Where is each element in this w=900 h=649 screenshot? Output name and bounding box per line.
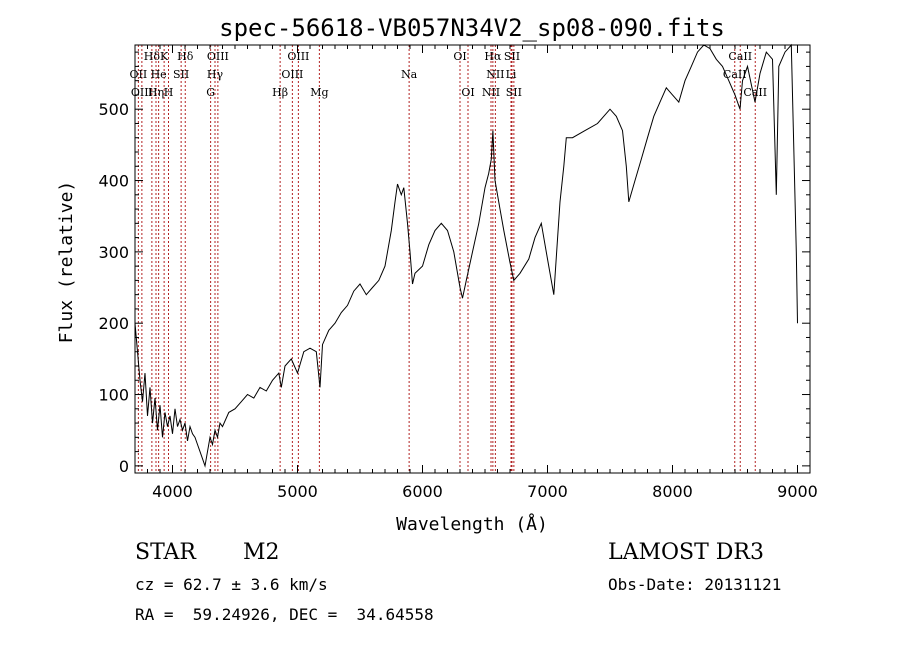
object-class: STAR [135,540,196,565]
line-marker-label: CaII [728,50,752,63]
line-markers [137,45,756,473]
line-marker-label: OI [453,50,466,63]
obs-date: Obs-Date: 20131121 [608,575,782,594]
line-marker-label: Na [401,68,418,81]
line-marker-label: OIII [287,50,309,63]
line-marker-label: OIII [207,50,229,63]
line-marker-label: Li [506,68,517,81]
line-marker-label: Mg [310,86,328,99]
line-marker-label: SII [173,68,189,81]
x-axis-ticks: 4000 5000 6000 7000 8000 9000 [134,45,818,501]
y-tick-label: 200 [98,314,129,333]
line-marker-label: Hδ [144,50,161,63]
x-tick-label: 5000 [277,482,318,501]
line-marker-label: OII [130,68,148,81]
y-tick-label: 0 [119,457,129,476]
line-marker-label: Hγ [207,68,224,81]
line-marker-label: G [206,86,215,99]
line-marker-label: K [160,50,169,63]
line-marker-label: Hβ [272,86,288,99]
cz-value: cz = 62.7 ± 3.6 km/s [135,575,328,594]
survey-name: LAMOST DR3 [608,540,764,565]
line-marker-label: Hδ [177,50,194,63]
line-marker-label: CaII [743,86,767,99]
line-marker-label: NII [486,68,504,81]
line-marker-label: SII [504,50,520,63]
x-tick-label: 9000 [777,482,818,501]
line-marker-label: OIII [281,68,303,81]
x-tick-label: 6000 [402,482,443,501]
line-marker-label: SII [506,86,522,99]
spectrum-line [134,43,798,468]
line-marker-label: OIII [131,86,153,99]
x-axis-label: Wavelength (Å) [396,513,548,535]
x-tick-label: 4000 [152,482,193,501]
chart-title: spec-56618-VB057N34V2_sp08-090.fits [219,14,725,42]
line-marker-label: NII [482,86,500,99]
y-axis-ticks: 0 100 200 300 400 500 [98,51,810,476]
line-marker-label: He [151,68,167,81]
y-tick-label: 300 [98,243,129,262]
y-axis-label: Flux (relative) [56,181,77,344]
x-tick-label: 7000 [527,482,568,501]
y-tick-label: 400 [98,172,129,191]
coordinates: RA = 59.24926, DEC = 34.64558 [135,605,434,624]
line-marker-label: Hη [148,86,164,99]
line-marker-label: Hα [484,50,502,63]
x-tick-label: 8000 [652,482,693,501]
object-subclass: M2 [243,540,280,565]
spectrum-series [134,43,798,468]
y-tick-label: 500 [98,100,129,119]
line-marker-label: H [164,86,174,99]
y-tick-label: 100 [98,386,129,405]
line-marker-label: CaII [723,68,747,81]
line-marker-label: OI [461,86,474,99]
plot-frame [134,44,811,474]
